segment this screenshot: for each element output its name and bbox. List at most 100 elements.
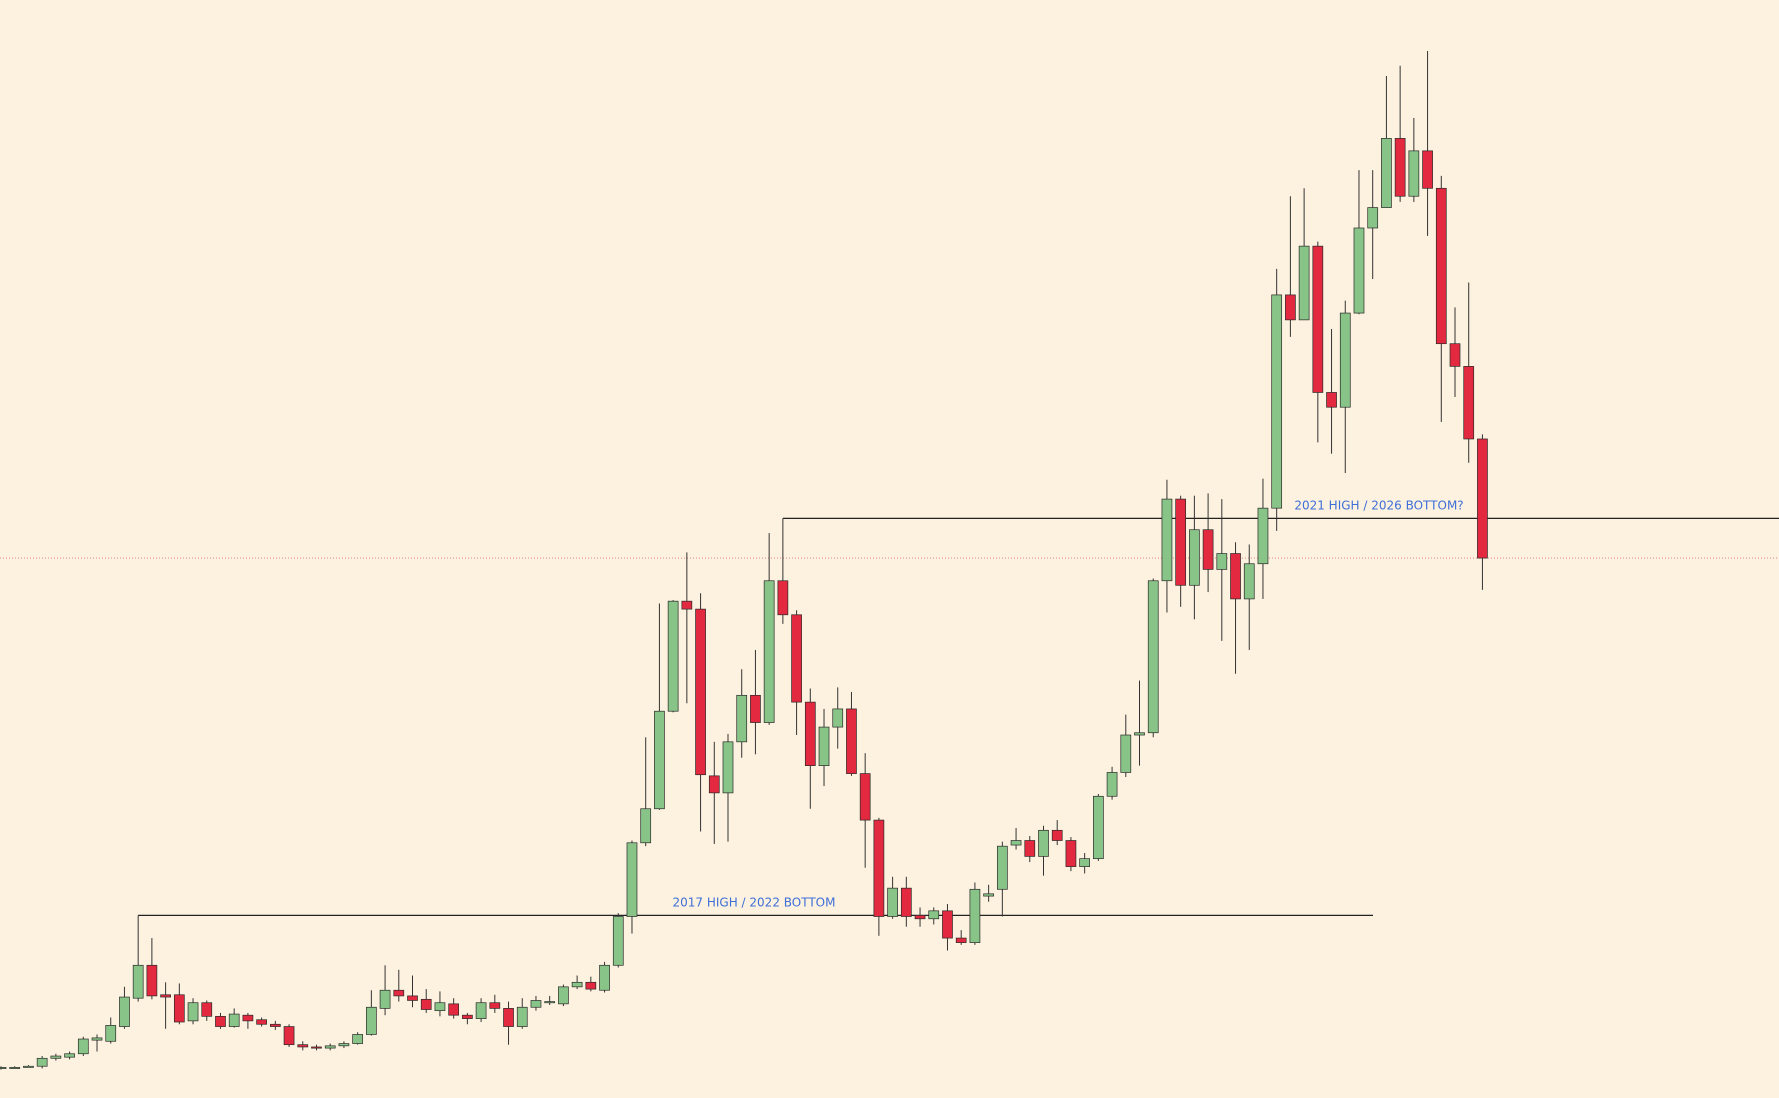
candle-body (1134, 732, 1145, 736)
candle-body (462, 1014, 473, 1019)
candle-body (50, 1055, 62, 1059)
candle-body (1367, 207, 1379, 229)
candle-body (173, 994, 185, 1023)
candle-body (695, 608, 706, 776)
candle-body (626, 842, 638, 917)
candle-body (722, 741, 734, 794)
candle-body (1038, 829, 1049, 857)
candle-body (0, 1067, 7, 1069)
candle-body (1010, 840, 1022, 846)
candle-body (297, 1044, 309, 1048)
candle-body (955, 937, 967, 943)
candle-body (352, 1034, 363, 1044)
candle-body (1463, 366, 1475, 440)
candle-body (667, 600, 679, 712)
candle-body (1381, 138, 1392, 208)
candle-body (612, 916, 624, 966)
candle-body (1298, 245, 1310, 321)
candle-body (571, 981, 583, 988)
candle-body (654, 710, 665, 810)
candle-body (91, 1037, 103, 1041)
candle-body (1257, 507, 1269, 565)
candle-body (736, 694, 748, 743)
candle-body (887, 887, 898, 917)
candle-body (1079, 858, 1090, 867)
candle-body (146, 964, 158, 997)
candle-body (928, 910, 940, 920)
level-label: 2021 HIGH / 2026 BOTTOM? (1294, 498, 1463, 512)
candle-body (1216, 553, 1228, 570)
candle-body (599, 964, 610, 991)
candle-body (489, 1002, 501, 1009)
candle-body (558, 986, 569, 1005)
candle-body (544, 1001, 556, 1004)
candle-body (777, 580, 789, 616)
candle-body (791, 614, 802, 703)
candle-body (256, 1019, 267, 1025)
candle-body (1285, 294, 1296, 321)
candle-body (1161, 498, 1173, 582)
candle-body (1271, 294, 1283, 509)
candle-body (23, 1065, 34, 1068)
candle-body (503, 1008, 514, 1027)
candle-body (201, 1002, 213, 1017)
candle-body (1243, 563, 1255, 600)
candle-body (1230, 553, 1241, 600)
candle-body (640, 808, 652, 844)
candle-body (1065, 840, 1077, 867)
candle-body (366, 1006, 377, 1035)
candle-body (1106, 772, 1118, 797)
candle-body (818, 726, 830, 767)
candle-body (996, 845, 1008, 890)
candle-body (1422, 150, 1433, 189)
candle-body (64, 1053, 75, 1058)
candle-body (379, 989, 391, 1009)
candle-body (9, 1067, 21, 1069)
candle-body (393, 989, 405, 997)
candle-body (832, 708, 844, 728)
candle-body (1189, 529, 1200, 586)
candle-body (1093, 795, 1104, 860)
candle-body (242, 1014, 254, 1022)
candle-body (914, 915, 926, 920)
candle-body (1202, 529, 1214, 570)
candle-body (942, 910, 953, 939)
candle-body (1435, 187, 1447, 345)
candle-body (338, 1043, 350, 1047)
candle-body (187, 1002, 199, 1022)
candle-body (1312, 245, 1324, 393)
candle-body (1408, 150, 1420, 197)
candle-body (119, 996, 130, 1027)
candle-body (269, 1023, 281, 1027)
candle-body (1477, 438, 1488, 559)
candle-body (420, 998, 432, 1010)
candle-body (1175, 498, 1187, 586)
candle-body (283, 1026, 295, 1046)
candle-body (1449, 343, 1461, 367)
candle-body (1326, 392, 1337, 408)
candle-body (407, 995, 418, 1001)
candle-body (434, 1002, 446, 1012)
candle-body (900, 887, 912, 917)
candle-body (708, 775, 720, 794)
candle-body (530, 1000, 542, 1008)
candle-body (804, 701, 816, 767)
candle-body (132, 964, 144, 999)
level-label: 2017 HIGH / 2022 BOTTOM (673, 895, 836, 909)
candle-body (448, 1003, 460, 1016)
candle-body (585, 981, 597, 990)
candle-body (160, 994, 171, 998)
candle-body (1120, 734, 1132, 773)
candle-body (324, 1045, 336, 1049)
candle-body (681, 600, 693, 610)
candle-body (983, 893, 994, 897)
candle-body (105, 1025, 117, 1042)
candle-body (311, 1046, 322, 1049)
candle-body (750, 694, 761, 723)
candle-body (1339, 312, 1351, 408)
candle-body (516, 1006, 528, 1027)
candle-body (228, 1013, 240, 1027)
candle-body (969, 888, 981, 943)
candle-body (873, 819, 885, 917)
